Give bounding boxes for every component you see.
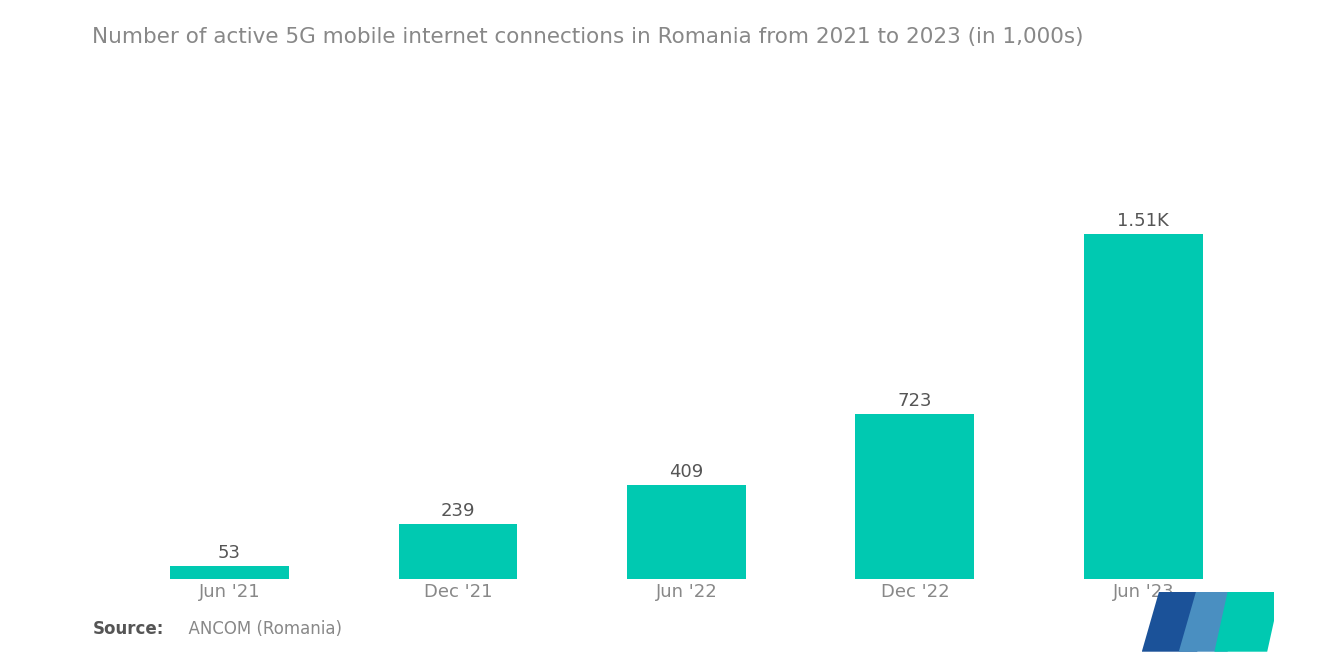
Text: ANCOM (Romania): ANCOM (Romania) xyxy=(178,620,342,638)
Bar xyxy=(399,524,517,579)
Text: Number of active 5G mobile internet connections in Romania from 2021 to 2023 (in: Number of active 5G mobile internet conn… xyxy=(92,27,1084,47)
Bar xyxy=(170,567,289,579)
Text: 53: 53 xyxy=(218,545,242,563)
Polygon shape xyxy=(1214,592,1280,652)
Text: Source:: Source: xyxy=(92,620,164,638)
Text: 1.51K: 1.51K xyxy=(1118,212,1170,230)
Text: 409: 409 xyxy=(669,464,704,481)
Bar xyxy=(627,485,746,579)
Polygon shape xyxy=(1179,592,1245,652)
Polygon shape xyxy=(1142,592,1214,652)
Text: 239: 239 xyxy=(441,502,475,520)
Text: 723: 723 xyxy=(898,392,932,410)
Bar xyxy=(1084,234,1203,579)
Bar xyxy=(855,414,974,579)
